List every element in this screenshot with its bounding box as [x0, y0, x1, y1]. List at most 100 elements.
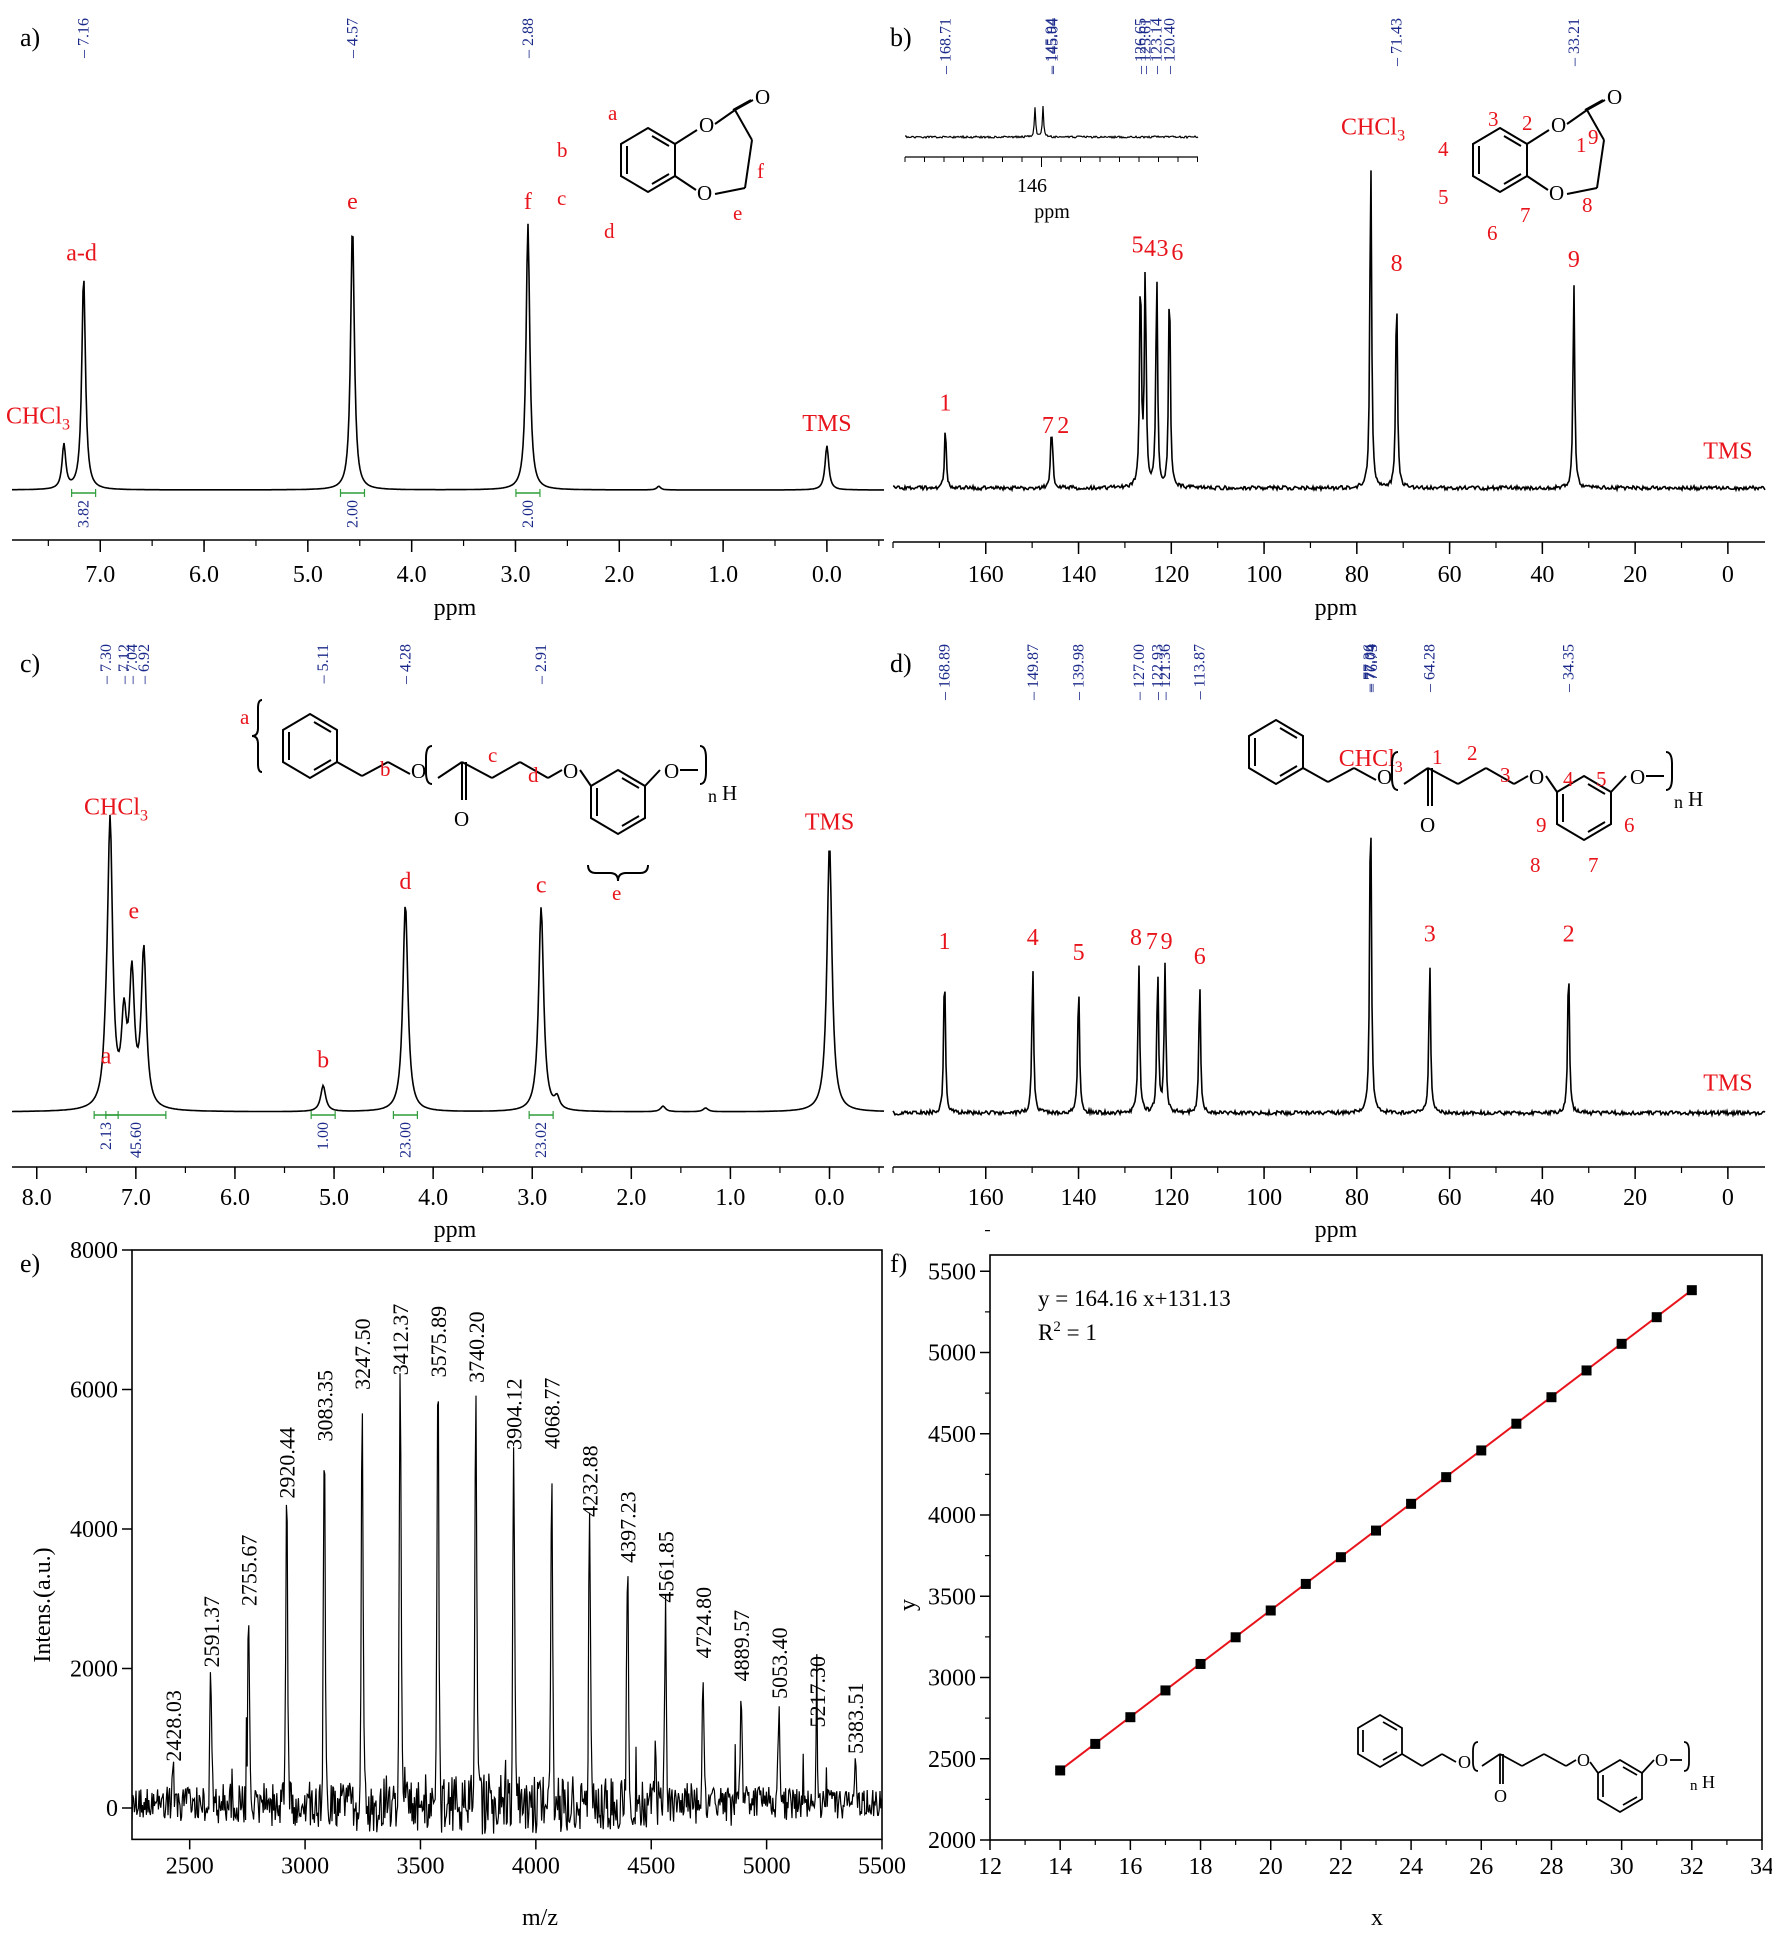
assign-text: 1 — [939, 929, 951, 955]
x-tick-label: 5000 — [743, 1853, 791, 1879]
peak-assignment-label: 3 — [1424, 921, 1436, 947]
ms-peak-label: 4561.85 — [654, 1531, 679, 1603]
peak-assignment-label: TMS — [1703, 439, 1752, 465]
tick-label: 20 — [1623, 1185, 1647, 1211]
data-point — [1686, 1285, 1697, 1296]
ms-peak-label: 4232.88 — [578, 1445, 603, 1517]
y-tick-label: 3000 — [928, 1666, 976, 1692]
sb-4: 4 — [1438, 137, 1449, 161]
peak-list-label: – 126.65 — [1132, 18, 1149, 75]
y-tick-label: 2000 — [70, 1657, 118, 1683]
x-tick-label: 12 — [978, 1854, 1002, 1880]
assign-text: 7 — [1146, 929, 1158, 955]
sc-h: H — [722, 781, 737, 805]
fit-r-squared: R2 = 1 — [1038, 1319, 1097, 1345]
sa-o1: O — [699, 113, 714, 137]
peak-assignment-label: 5 — [1131, 232, 1143, 258]
assign-sub: 3 — [62, 416, 70, 433]
tick-label: 0.0 — [815, 1185, 845, 1211]
data-point — [1055, 1765, 1066, 1776]
ms-peak-label: 3575.89 — [426, 1306, 451, 1378]
x-tick-label: 2500 — [166, 1853, 214, 1879]
spectrum-trace — [892, 837, 1766, 1118]
peak-list-label: – 120.40 — [1161, 18, 1178, 75]
ms-trace — [131, 1373, 883, 1835]
sc-n: n — [708, 786, 717, 806]
peak-list-label: – 34.35 — [1561, 644, 1578, 693]
tick-label: 7.0 — [85, 562, 115, 588]
peak-assignment-label: a-d — [66, 241, 97, 267]
plot-frame — [131, 1249, 883, 1841]
data-point — [1406, 1498, 1417, 1509]
integral-value: 3.82 — [76, 500, 93, 528]
peak-assignment-label: 3 — [1156, 236, 1168, 262]
x-tick-label: 24 — [1399, 1854, 1423, 1880]
structure-c-labels: O O O O n H a b c d e — [240, 705, 737, 905]
peak-assignment-label: TMS — [805, 809, 854, 835]
data-point — [1546, 1392, 1557, 1403]
panel-b-letter: b) — [890, 23, 912, 52]
assign-text: 8 — [1391, 251, 1403, 277]
peak-assignment-label: 7 — [1042, 413, 1054, 439]
sd-7: 7 — [1588, 853, 1599, 877]
structure-c — [251, 699, 707, 882]
peak-list-label: – 2.88 — [520, 18, 537, 59]
assign-text: e — [347, 189, 358, 215]
integral-value: 2.13 — [98, 1122, 115, 1150]
ms-peak-label: 2920.44 — [275, 1427, 300, 1499]
sd-h: H — [1688, 787, 1703, 811]
data-point — [1195, 1658, 1206, 1669]
assign-text: 8 — [1130, 925, 1142, 951]
sc-o1: O — [411, 759, 426, 783]
spectrum-trace — [892, 170, 1766, 493]
panel-c-xlabel: ppm — [434, 1217, 477, 1243]
peak-assignment-label: CHCl3 — [1339, 746, 1403, 776]
ms-peak-label: 3083.35 — [312, 1370, 337, 1442]
peak-assignment-label: CHCl3 — [6, 403, 70, 433]
peak-assignment-label: 9 — [1161, 929, 1173, 955]
ms-peak-label: 3247.50 — [350, 1318, 375, 1390]
ms-peak-label: 5217.30 — [805, 1656, 830, 1728]
inset-tick-label: 146 — [1017, 175, 1047, 197]
structure-b — [1472, 99, 1606, 195]
sb-7: 7 — [1520, 203, 1531, 227]
peak-list-label: – 4.57 — [344, 18, 361, 59]
tick-label: 100 — [1246, 1185, 1282, 1211]
peak-list-label: – 76.73 — [1364, 644, 1381, 693]
ms-peak-label: 3412.37 — [388, 1304, 413, 1376]
data-point — [1651, 1312, 1662, 1323]
peak-list-label: – 2.91 — [533, 644, 550, 685]
assign-text: CHCl — [1339, 746, 1395, 772]
peak-list-label: – 7.12 — [116, 644, 133, 685]
x-tick-label: 22 — [1329, 1854, 1353, 1880]
peak-list-label: – 145.94 — [1043, 18, 1060, 75]
peak-list-label: – 113.87 — [1192, 644, 1209, 700]
sa-lab-d: d — [604, 219, 615, 243]
sb-6: 6 — [1487, 221, 1498, 245]
assign-text: TMS — [805, 809, 854, 835]
panel-f-ylabel: y — [895, 1599, 921, 1611]
sc-o2: O — [454, 807, 469, 831]
data-point — [1335, 1552, 1346, 1563]
r2-prefix: R — [1038, 1320, 1054, 1345]
sb-9: 9 — [1588, 125, 1599, 149]
tick-label: 140 — [1061, 1185, 1097, 1211]
tick-label: 3.0 — [500, 562, 530, 588]
assign-text: 9 — [1161, 929, 1173, 955]
peak-assignment-label: e — [129, 899, 140, 925]
assign-text: 2 — [1057, 413, 1069, 439]
peak-list-label: – 123.14 — [1149, 18, 1166, 75]
structure-f — [1357, 1713, 1690, 1814]
sa-lab-e: e — [733, 201, 742, 225]
peak-assignment-label: 2 — [1057, 413, 1069, 439]
tick-label: 60 — [1438, 1185, 1462, 1211]
x-tick-label: 3000 — [281, 1853, 329, 1879]
sa-lab-f: f — [757, 159, 764, 183]
assign-text: 6 — [1171, 240, 1183, 266]
x-tick-label: 28 — [1539, 1854, 1563, 1880]
assign-text: CHCl — [1341, 115, 1397, 141]
peak-assignment-label: 4 — [1027, 925, 1039, 951]
peak-assignment-label: CHCl3 — [1341, 115, 1405, 145]
y-tick-label: 8000 — [70, 1238, 118, 1264]
peak-assignment-label: CHCl3 — [84, 794, 148, 824]
